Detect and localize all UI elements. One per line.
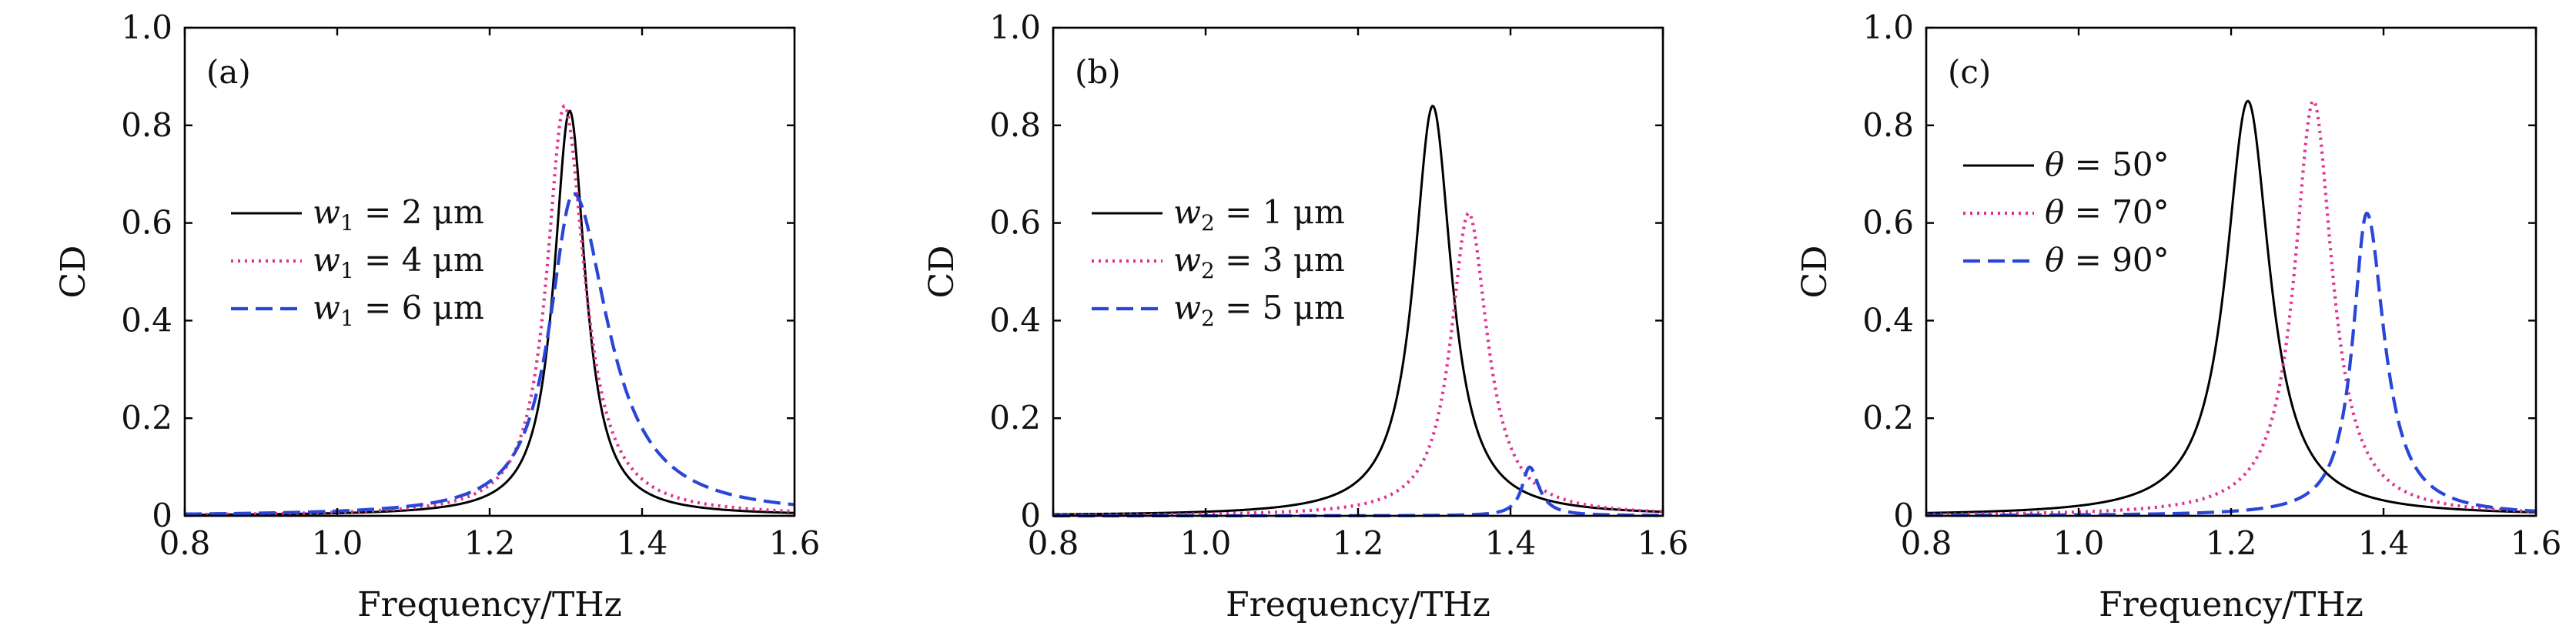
series-line-1-2 <box>184 104 795 517</box>
x-tick-label: 1.0 <box>1180 524 1232 562</box>
legend-label: w2 = 5 μm <box>1173 289 1345 331</box>
y-tick-label: 0.4 <box>1862 301 1914 339</box>
y-tick-label: 0.2 <box>1862 399 1914 437</box>
panel-label: (b) <box>1075 53 1121 91</box>
y-tick-label: 0 <box>1893 497 1914 534</box>
legend-subscript: 1 <box>340 306 354 331</box>
x-tick-label: 0.8 <box>1901 524 1952 562</box>
y-axis-label: CD <box>922 246 962 299</box>
y-tick-label: 0 <box>1020 497 1041 534</box>
legend-symbol: w <box>1173 289 1201 326</box>
series-line-2-1 <box>1052 105 1664 516</box>
x-tick-label: 1.6 <box>2511 524 2562 562</box>
legend-subscript: 1 <box>340 258 354 283</box>
plot-frame <box>1925 26 2538 517</box>
y-tick-label: 0.8 <box>989 106 1041 144</box>
plot-frame <box>183 26 796 517</box>
y-tick-label: 1.0 <box>121 8 172 46</box>
legend-label: θ = 50° <box>2045 146 2170 183</box>
legend: θ = 50°θ = 70°θ = 90° <box>1963 146 2170 279</box>
legend-value: = 2 μm <box>354 193 484 231</box>
series-line-3-3 <box>1925 211 2537 517</box>
series-line-2-2 <box>1052 211 1664 517</box>
plot-frame <box>1052 26 1664 517</box>
legend-subscript: 2 <box>1201 258 1215 283</box>
legend-value: = 5 μm <box>1215 289 1345 326</box>
y-tick-label: 0.6 <box>989 204 1041 242</box>
legend-value: = 4 μm <box>354 241 484 279</box>
legend-symbol: θ <box>2045 193 2064 231</box>
legend-value: = 50° <box>2064 146 2169 183</box>
legend-label: w2 = 3 μm <box>1173 241 1345 283</box>
x-tick-label: 1.4 <box>2358 524 2410 562</box>
series-line-1-1 <box>185 109 795 517</box>
series-line-3-2 <box>1925 99 2537 517</box>
legend-symbol: w <box>313 241 340 279</box>
y-axis-label: CD <box>1795 246 1835 299</box>
x-tick-label: 1.4 <box>617 524 668 562</box>
chart-panel-1: 0.8 1.0 1.2 1.4 1.6 0 0.2 0.4 0.6 0.8 1.0 Frequency… <box>54 8 820 624</box>
legend-symbol: θ <box>2045 146 2064 183</box>
x-tick-label: 1.2 <box>464 524 516 562</box>
y-tick-label: 0.2 <box>121 399 172 437</box>
y-tick-label: 1.0 <box>1862 8 1914 46</box>
y-tick-label: 0.2 <box>989 399 1041 437</box>
chart-panel-2: 0.8 1.0 1.2 1.4 1.6 0 0.2 0.4 0.6 0.8 1.0 Frequency… <box>922 8 1688 624</box>
x-tick-label: 0.8 <box>159 524 211 562</box>
x-tick-label: 1.2 <box>1333 524 1384 562</box>
legend-value: = 70° <box>2064 193 2169 231</box>
legend-subscript: 2 <box>1201 306 1215 331</box>
x-axis-label: Frequency/THz <box>2099 585 2364 624</box>
legend-label: θ = 90° <box>2045 241 2170 279</box>
legend-symbol: w <box>313 193 340 231</box>
y-tick-label: 0.4 <box>989 301 1041 339</box>
legend-label: w1 = 4 μm <box>313 241 484 283</box>
x-tick-label: 1.6 <box>769 524 821 562</box>
chart-panel-3: 0.8 1.0 1.2 1.4 1.6 0 0.2 0.4 0.6 0.8 1.0 Frequency… <box>1795 8 2561 624</box>
legend-symbol: w <box>1173 193 1201 231</box>
legend-symbol: w <box>1173 241 1201 279</box>
x-tick-label: 1.2 <box>2206 524 2257 562</box>
legend-value: = 1 μm <box>1215 193 1345 231</box>
panel-label: (a) <box>206 53 251 91</box>
y-tick-label: 0.6 <box>121 204 172 242</box>
series-line-1-3 <box>184 192 795 516</box>
legend-label: θ = 70° <box>2045 193 2170 231</box>
legend-label: w1 = 6 μm <box>313 289 484 331</box>
x-tick-label: 0.8 <box>1028 524 1079 562</box>
y-tick-label: 0.8 <box>1862 106 1914 144</box>
y-axis-label: CD <box>54 246 93 299</box>
legend-value: = 3 μm <box>1215 241 1345 279</box>
y-tick-label: 1.0 <box>989 8 1041 46</box>
x-tick-label: 1.4 <box>1485 524 1537 562</box>
x-tick-label: 1.0 <box>2053 524 2105 562</box>
panel-label: (c) <box>1948 53 1991 91</box>
y-tick-label: 0.6 <box>1862 204 1914 242</box>
legend-value: = 90° <box>2064 241 2169 279</box>
legend-symbol: θ <box>2045 241 2064 279</box>
x-axis-label: Frequency/THz <box>357 585 622 624</box>
y-tick-label: 0 <box>152 497 172 534</box>
y-tick-label: 0.8 <box>121 106 172 144</box>
legend-subscript: 1 <box>340 210 354 236</box>
legend-value: = 6 μm <box>354 289 484 326</box>
x-tick-label: 1.6 <box>1638 524 1689 562</box>
x-axis-label: Frequency/THz <box>1226 585 1490 624</box>
legend-subscript: 2 <box>1201 210 1215 236</box>
x-tick-label: 1.0 <box>312 524 363 562</box>
legend-symbol: w <box>313 289 340 326</box>
legend-label: w2 = 1 μm <box>1173 193 1345 236</box>
series-line-3-1 <box>1925 99 2537 514</box>
legend-label: w1 = 2 μm <box>313 193 484 236</box>
y-tick-label: 0.4 <box>121 301 172 339</box>
